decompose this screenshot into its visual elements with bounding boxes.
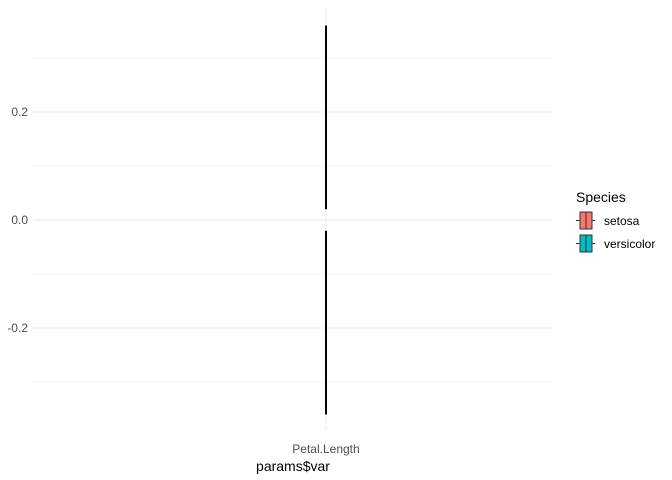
- y-axis-ticks: -0.2 0.0 0.2: [7, 105, 28, 335]
- y-tick-label: 0.0: [11, 213, 28, 227]
- minor-gridlines: [33, 57, 552, 383]
- major-gridlines: [33, 8, 552, 430]
- x-tick-label: Petal.Length: [292, 442, 359, 456]
- x-axis-title: params$var: [256, 458, 330, 474]
- y-tick-label: -0.2: [7, 321, 28, 335]
- x-axis-ticks: Petal.Length: [292, 442, 359, 456]
- y-tick-label: 0.2: [11, 105, 28, 119]
- legend-label: setosa: [604, 214, 640, 228]
- legend: Species setosa versicolor: [576, 189, 655, 253]
- legend-title: Species: [576, 189, 626, 205]
- legend-label: versicolor: [604, 237, 655, 251]
